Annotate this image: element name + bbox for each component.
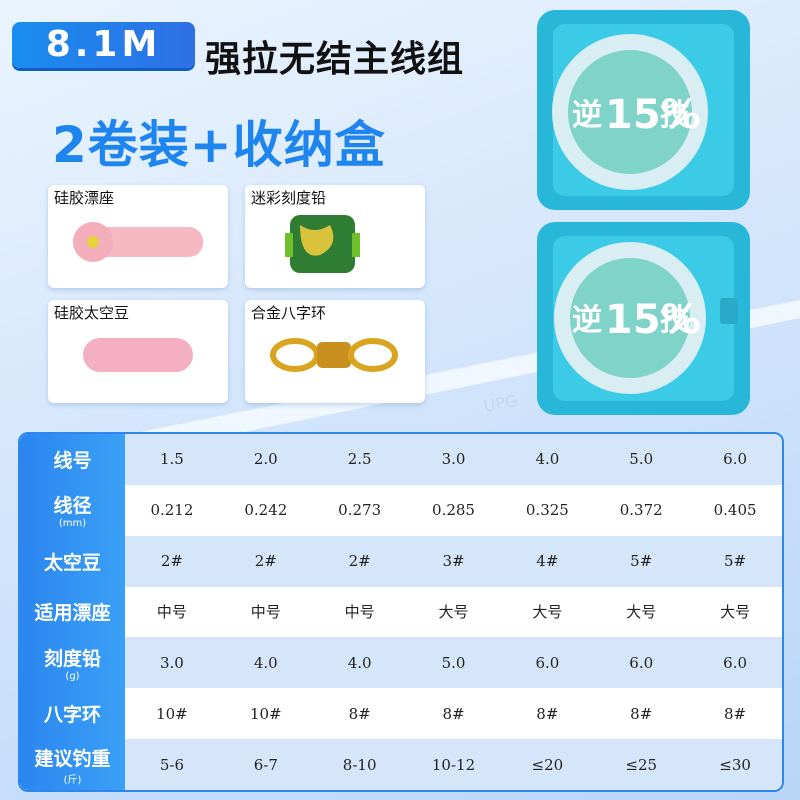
table-cell: 8# bbox=[442, 704, 465, 723]
row-unit: (g) bbox=[65, 670, 80, 682]
table-cell: 大号 bbox=[532, 603, 563, 622]
table-cell: 0.325 bbox=[525, 501, 569, 520]
table-cell: 2.5 bbox=[347, 450, 372, 469]
table-cell: 3.0 bbox=[160, 653, 184, 672]
table-cell: 6.0 bbox=[629, 653, 654, 672]
table-cell: 中号 bbox=[344, 603, 375, 622]
row-header: 适用漂座 bbox=[20, 586, 125, 638]
table-cell: 8# bbox=[630, 704, 653, 723]
row-header: 线径 (mm) bbox=[20, 484, 125, 536]
spool-text: 15% bbox=[605, 92, 701, 138]
row-unit: (mm) bbox=[58, 518, 87, 530]
table-cell: 4.0 bbox=[535, 450, 560, 469]
table-cell: 2# bbox=[254, 552, 277, 571]
rod-text: UPG bbox=[482, 391, 519, 416]
table-cell: 中号 bbox=[156, 603, 187, 622]
table-row: 线径 (mm) 0.212 0.242 0.273 0.285 0.325 0.372 0.40… bbox=[20, 484, 782, 536]
table-cell: ≤25 bbox=[625, 755, 658, 774]
table-cell: 8# bbox=[724, 704, 747, 723]
subtitle: 2卷装+收纳盒 bbox=[52, 116, 386, 174]
table-row: 刻度铅 (g) 3.0 4.0 4.0 5.0 6.0 6.0 6.0 bbox=[20, 637, 782, 689]
spool-text: 15% bbox=[605, 297, 701, 343]
table-cell: 中号 bbox=[250, 603, 281, 622]
spec-table: 线号 1.5 2.0 2.5 3.0 4.0 5.0 6.0 线径 (mm) 0.212 0.242 0… bbox=[18, 432, 784, 792]
table-cell: 6.0 bbox=[535, 653, 560, 672]
decor: UPG 逆 15% 技 逆 15% 技 bbox=[140, 10, 800, 432]
table-cell: 0.242 bbox=[244, 501, 288, 520]
table-cell: 3.0 bbox=[441, 450, 466, 469]
row-label: 线径 bbox=[53, 495, 92, 518]
table-cell: 6-7 bbox=[253, 755, 278, 774]
card-label: 硅胶太空豆 bbox=[54, 304, 130, 322]
card: 硅胶漂座 bbox=[48, 185, 228, 288]
table-cell: 0.405 bbox=[713, 501, 757, 520]
table-row: 适用漂座 中号 中号 中号 大号 大号 大号 大号 bbox=[20, 586, 782, 638]
spool-text: 逆 bbox=[572, 98, 602, 133]
table-cell: 1.5 bbox=[160, 450, 184, 469]
row-unit: (斤) bbox=[63, 774, 82, 786]
spool-text: 逆 bbox=[572, 303, 602, 338]
table-cell: 大号 bbox=[626, 603, 657, 622]
table-cell: 5-6 bbox=[159, 755, 184, 774]
row-label: 太空豆 bbox=[43, 551, 101, 574]
table-cell: ≤20 bbox=[531, 755, 564, 774]
table-cell: 大号 bbox=[720, 603, 751, 622]
table-cell: 0.285 bbox=[432, 501, 475, 520]
row-header: 建议钓重 (斤) bbox=[20, 739, 125, 790]
table-cell: 6.0 bbox=[723, 653, 748, 672]
row-label: 刻度铅 bbox=[43, 647, 101, 670]
table-cell: 10-12 bbox=[431, 755, 476, 774]
table-cell: 6.0 bbox=[723, 450, 748, 469]
badge: 8.1M bbox=[12, 22, 195, 68]
row-label: 八字环 bbox=[43, 704, 101, 727]
row-label: 建议钓重 bbox=[34, 747, 111, 770]
table-cell: 大号 bbox=[438, 603, 469, 622]
card-label: 硅胶漂座 bbox=[54, 189, 115, 207]
row-header: 线号 bbox=[20, 434, 125, 485]
table-cell: 3# bbox=[442, 552, 465, 571]
table-cell: 0.212 bbox=[150, 501, 194, 520]
card: 合金八字环 bbox=[245, 300, 425, 403]
table-cell: 4.0 bbox=[253, 653, 278, 672]
table-cell: 0.273 bbox=[338, 501, 382, 520]
card: 硅胶太空豆 bbox=[48, 300, 228, 403]
table-cell: 4.0 bbox=[347, 653, 372, 672]
table-cell: 5# bbox=[630, 552, 653, 571]
table-cell: 8# bbox=[348, 704, 371, 723]
table-row: 八字环 10# 10# 8# 8# 8# 8# 8# bbox=[20, 688, 782, 740]
table-row: 线号 1.5 2.0 2.5 3.0 4.0 5.0 6.0 bbox=[20, 434, 782, 485]
card: 迷彩刻度铅 bbox=[245, 185, 425, 288]
table-cell: 5.0 bbox=[629, 450, 654, 469]
spool-text: 技 bbox=[660, 98, 690, 133]
row-label: 线号 bbox=[53, 449, 92, 472]
table-cell: 8-10 bbox=[342, 755, 377, 774]
table-cell: 2# bbox=[160, 552, 183, 571]
table-row: 太空豆 2# 2# 2# 3# 4# 5# 5# bbox=[20, 535, 782, 587]
row-header: 刻度铅 (g) bbox=[20, 637, 125, 689]
table-cell: 8# bbox=[536, 704, 559, 723]
table-cell: 10# bbox=[156, 704, 188, 723]
table-cell: ≤30 bbox=[719, 755, 751, 774]
table-row: 建议钓重 (斤) 5-6 6-7 8-10 10-12 ≤20 ≤25 ≤30 bbox=[20, 739, 782, 790]
row-header: 太空豆 bbox=[20, 535, 125, 587]
row-label: 适用漂座 bbox=[34, 602, 111, 625]
table-cell: 5.0 bbox=[441, 653, 466, 672]
table-cell: 4# bbox=[536, 552, 559, 571]
table-cell: 5# bbox=[724, 552, 747, 571]
table-cell: 2.0 bbox=[253, 450, 278, 469]
table-cell: 0.372 bbox=[619, 501, 663, 520]
row-header: 八字环 bbox=[20, 688, 125, 740]
table-cell: 2# bbox=[348, 552, 371, 571]
box bbox=[537, 10, 750, 415]
table-cell: 10# bbox=[249, 704, 282, 723]
card-label: 合金八字环 bbox=[251, 304, 327, 322]
spool-text: 技 bbox=[660, 303, 690, 338]
title: 强拉无结主线组 bbox=[205, 39, 465, 80]
card-label: 迷彩刻度铅 bbox=[251, 189, 327, 207]
